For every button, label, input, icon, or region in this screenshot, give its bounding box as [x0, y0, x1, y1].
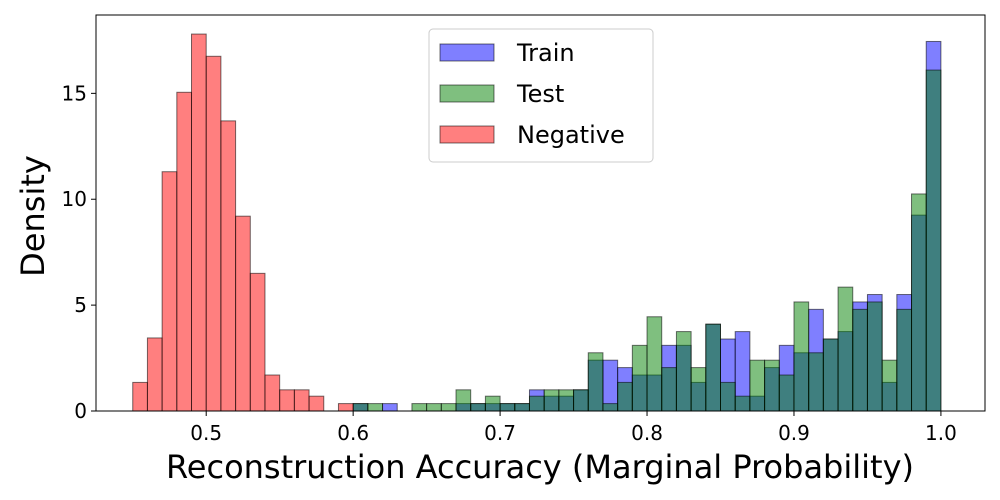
- bar-test: [484, 395, 501, 412]
- bar-test: [911, 193, 927, 412]
- x-tick-label: 0.5: [190, 421, 222, 445]
- legend-swatch-train: [439, 43, 495, 62]
- y-tick-label: 10: [62, 187, 87, 211]
- bar-test: [808, 352, 824, 412]
- bar-test: [925, 69, 942, 412]
- bar-test: [367, 403, 384, 412]
- bar-test: [749, 359, 766, 412]
- plot-frame: [95, 14, 986, 412]
- bar-test: [558, 389, 575, 412]
- bar-test: [470, 403, 486, 412]
- bar-test: [528, 395, 545, 412]
- legend-label-negative: Negative: [517, 121, 625, 149]
- bar-test: [646, 316, 663, 412]
- legend-label-train: Train: [516, 39, 575, 67]
- legend-swatch-negative: [439, 125, 495, 144]
- x-axis-title: Reconstruction Accuracy (Marginal Probab…: [166, 448, 914, 486]
- bar-test: [675, 331, 692, 412]
- bar-negative: [249, 272, 266, 412]
- x-tick-label: 0.8: [631, 421, 663, 445]
- bar-test: [690, 367, 707, 412]
- bar-test: [778, 374, 795, 412]
- bar-test: [587, 352, 604, 412]
- x-tick-label: 0.6: [337, 421, 369, 445]
- y-tick-label: 15: [62, 81, 87, 105]
- bar-negative: [293, 389, 310, 412]
- bar-test: [602, 403, 619, 412]
- bar-test: [866, 301, 883, 412]
- axes-layer: 0.5 0.6 0.7 0.8 0.9 1.0 0 5 10 15: [62, 14, 986, 445]
- series-negative: [132, 33, 354, 412]
- bar-test: [881, 359, 898, 412]
- bar-negative: [308, 395, 325, 412]
- bar-test: [455, 389, 472, 412]
- bar-test: [411, 403, 428, 412]
- bar-negative: [161, 171, 178, 412]
- legend-swatch-test: [439, 84, 495, 103]
- bar-negative: [337, 403, 354, 412]
- bar-test: [837, 286, 854, 412]
- bar-test: [440, 403, 457, 412]
- bar-test: [764, 359, 780, 412]
- bar-test: [705, 323, 721, 412]
- bar-negative: [205, 55, 222, 412]
- bar-negative: [264, 374, 281, 412]
- bar-test: [734, 395, 751, 412]
- bar-negative: [279, 389, 295, 412]
- bar-train: [382, 403, 398, 412]
- x-tick-label: 1.0: [925, 421, 957, 445]
- y-tick-label: 0: [74, 399, 87, 423]
- bar-test: [720, 381, 736, 412]
- legend-label-test: Test: [516, 80, 564, 108]
- x-tick-label: 0.7: [484, 421, 516, 445]
- bar-test: [352, 403, 369, 412]
- bar-test: [852, 308, 868, 412]
- bars-layer: [132, 33, 942, 412]
- bar-negative: [220, 120, 237, 412]
- bar-test: [896, 308, 913, 412]
- bar-test: [573, 389, 589, 412]
- bar-negative: [235, 215, 251, 412]
- bar-test: [426, 403, 442, 412]
- bar-test: [661, 367, 677, 412]
- bar-test: [543, 389, 560, 412]
- bar-test: [822, 338, 839, 412]
- x-tick-label: 0.9: [778, 421, 810, 445]
- bar-test: [514, 403, 530, 412]
- bar-test: [499, 403, 516, 412]
- legend: Train Test Negative: [428, 28, 654, 163]
- bar-negative: [191, 33, 207, 412]
- bar-test: [793, 301, 810, 412]
- y-axis-title: Density: [14, 155, 52, 277]
- bar-negative: [176, 91, 193, 412]
- bar-negative: [132, 381, 148, 412]
- bar-test: [617, 381, 633, 412]
- bar-test: [631, 344, 648, 412]
- bar-negative: [146, 337, 163, 412]
- y-tick-label: 5: [74, 293, 87, 317]
